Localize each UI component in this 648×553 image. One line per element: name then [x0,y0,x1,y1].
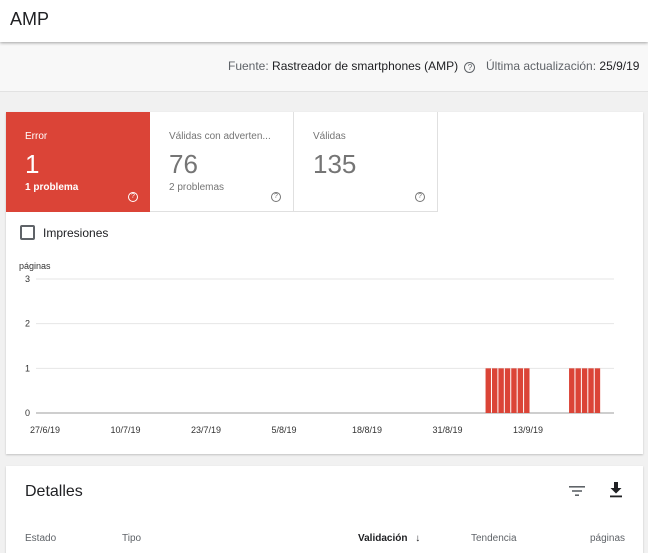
chart-bar[interactable] [581,368,588,413]
summary-card: Error 1 1 problema ? Válidas con adverte… [6,112,643,454]
x-tick-label: 27/6/19 [30,425,60,435]
tile-count: 1 [25,149,40,179]
y-tick-label: 0 [25,408,30,418]
x-tick-label: 13/9/19 [513,425,543,435]
column-header-estado[interactable]: Estado [25,533,57,544]
tile-count: 76 [169,149,198,179]
status-tiles: Error 1 1 problema ? Válidas con adverte… [6,112,438,212]
chart-bar[interactable] [485,368,491,413]
tile-sub: 2 problemas [169,182,225,193]
help-icon[interactable]: ? [128,192,138,202]
updated-value: 25/9/19 [599,59,640,73]
chart-bar[interactable] [569,368,575,413]
tile-label: Válidas con adverten... [169,131,271,142]
source-bar: Fuente: Rastreador de smartphones (AMP) … [0,42,648,92]
chart-bar[interactable] [588,368,594,413]
x-tick-label: 18/8/19 [352,425,382,435]
chart-ylabel: páginas [19,261,51,271]
column-header-paginas[interactable]: páginas [590,533,626,544]
column-header-tipo[interactable]: Tipo [122,533,142,544]
x-tick-label: 5/8/19 [272,425,297,435]
tile-label: Error [25,131,48,142]
arrow-down-icon: ↓ [415,533,421,544]
chart-bar[interactable] [504,368,511,413]
help-icon[interactable]: ? [464,62,476,73]
y-tick-label: 3 [25,274,30,284]
filter-icon[interactable] [569,484,585,498]
column-header-validacion[interactable]: Validación ↓ [358,533,420,544]
details-card: Detalles Estado Tipo Validación ↓ Tenden… [6,466,643,553]
tile-label: Válidas [313,131,346,142]
issues-chart: páginas 3 2 1 027/6/19 10/7/19 23/7/19 5/8/19 1… [19,261,614,435]
tile-valid[interactable]: Válidas 135 ? [294,112,438,212]
tile-sub: 1 problema [25,182,79,193]
impressions-label: Impresiones [43,226,109,240]
impressions-checkbox[interactable] [20,225,35,240]
y-tick-label: 1 [25,363,30,373]
download-icon[interactable] [608,481,624,499]
tile-count: 135 [313,149,357,179]
chart-bar[interactable] [524,368,530,413]
tile-error[interactable]: Error 1 1 problema ? [6,112,150,212]
updated-label: Última actualización: [486,59,597,73]
chart-bar[interactable] [575,368,581,413]
source-value: Rastreador de smartphones (AMP) [272,59,459,73]
chart-bar[interactable] [517,368,524,413]
page-title: AMP [10,9,50,29]
x-tick-label: 31/8/19 [433,425,463,435]
tile-valid-warnings[interactable]: Válidas con adverten... 76 2 problemas ? [150,112,294,212]
chart-bar[interactable] [511,368,517,413]
chart-bar[interactable] [498,368,504,413]
column-header-validacion-label: Validación [358,533,408,544]
help-icon[interactable]: ? [415,192,425,202]
x-tick-label: 23/7/19 [191,425,221,435]
source-label: Fuente: [228,59,269,73]
top-bar: AMP [0,0,648,42]
details-title: Detalles [25,483,83,500]
column-header-tendencia[interactable]: Tendencia [471,533,517,544]
y-tick-label: 2 [25,319,30,329]
help-icon[interactable]: ? [271,192,281,202]
last-updated: Última actualización: 25/9/19 [486,59,639,73]
chart-bar[interactable] [594,368,601,413]
x-tick-label: 10/7/19 [111,425,141,435]
source-info: Fuente: Rastreador de smartphones (AMP) … [228,59,476,73]
chart-bar[interactable] [491,368,498,413]
